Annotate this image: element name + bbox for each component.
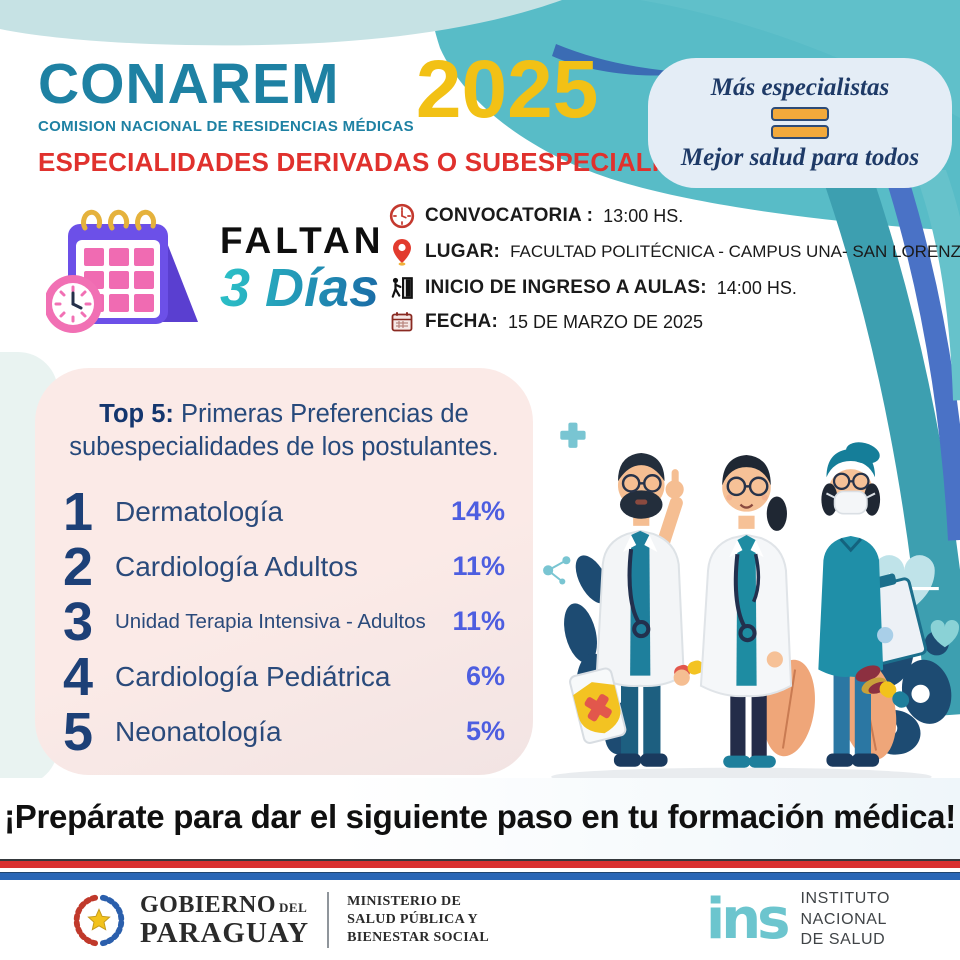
- footer: GOBIERNO DEL PARAGUAY MINISTERIO DE SALUD…: [0, 880, 960, 960]
- event-value: 13:00 HS.: [603, 205, 684, 226]
- government-logo-block: GOBIERNO DEL PARAGUAY MINISTERIO DE SALUD…: [70, 891, 489, 949]
- event-label: INICIO DE INGRESO A AULAS:: [425, 277, 707, 298]
- calendar-clock-illustration: [46, 209, 198, 333]
- institute-name: INSTITUTO NACIONAL DE SALUD: [800, 889, 890, 949]
- government-word2: PARAGUAY: [140, 916, 310, 949]
- list-item: 3 Unidad Terapia Intensiva - Adultos 11%: [63, 594, 505, 649]
- rank-number: 1: [63, 481, 94, 542]
- door-entry-icon: [388, 275, 415, 301]
- equals-sign-icon: [771, 107, 829, 139]
- top5-title-rest: Primeras Preferencias de subespecialidad…: [69, 400, 499, 462]
- event-value: FACULTAD POLITÉCNICA - CAMPUS UNA- SAN L…: [510, 242, 960, 261]
- rank-number: 5: [63, 701, 94, 762]
- government-word1: GOBIERNO: [140, 891, 277, 918]
- rank-number: 3: [63, 591, 94, 652]
- male-doctor-figure: [569, 452, 704, 767]
- institute-logo-block: ins INSTITUTO NACIONAL DE SALUD: [706, 889, 890, 951]
- cta-text: ¡Prepárate para dar el siguiente paso en…: [4, 798, 956, 835]
- ins-logo: ins: [706, 886, 790, 952]
- list-item: 2 Cardiología Adultos 11%: [63, 539, 505, 594]
- percentage-value: 5%: [465, 716, 505, 747]
- event-row: INICIO DE INGRESO A AULAS: 14:00 HS.: [388, 275, 954, 301]
- specialty-label: Neonatología: [115, 715, 282, 747]
- event-value: 14:00 HS.: [716, 277, 797, 298]
- calendar-icon: [388, 310, 415, 334]
- motto-line2: Mejor salud para todos: [680, 144, 920, 171]
- map-pin-icon: [388, 238, 415, 266]
- top5-title-bold: Top 5:: [99, 400, 174, 428]
- nurse-figure: [818, 442, 928, 767]
- event-value: 15 DE MARZO DE 2025: [507, 311, 704, 332]
- doctors-illustration: [543, 422, 960, 786]
- percentage-value: 11%: [452, 606, 505, 637]
- percentage-value: 11%: [452, 551, 505, 582]
- event-label: FECHA:: [425, 311, 498, 332]
- specialty-label: Dermatología: [115, 495, 284, 527]
- event-row: FECHA: 15 DE MARZO DE 2025: [388, 310, 954, 334]
- motto-pill: Más especialistas Mejor salud para todos: [648, 58, 952, 188]
- event-row: LUGAR: FACULTAD POLITÉCNICA - CAMPUS UNA…: [388, 238, 960, 266]
- organization-name: COMISION NACIONAL DE RESIDENCIAS MÉDICAS: [38, 118, 414, 135]
- specialty-label: Cardiología Pediátrica: [115, 660, 391, 692]
- event-row: CONVOCATORIA : 13:00 HS.: [388, 203, 954, 229]
- paraguay-coat-of-arms: [73, 894, 125, 947]
- top5-title: Top 5: Primeras Preferencias de subespec…: [63, 398, 505, 464]
- flag-stripes: [0, 859, 960, 880]
- countdown: FALTAN 3 Días: [46, 198, 384, 338]
- page-title: CONAREM: [38, 52, 340, 116]
- percentage-value: 6%: [465, 661, 505, 692]
- header: CONAREM COMISION NACIONAL DE RESIDENCIAS…: [38, 44, 752, 178]
- specialty-label: Unidad Terapia Intensiva - Adultos: [115, 609, 426, 633]
- government-del: DEL: [279, 899, 308, 915]
- edition-year: 2025: [415, 44, 599, 135]
- female-doctor-figure: [699, 454, 793, 768]
- top5-list: 1 Dermatología 14% 2 Cardiología Adultos…: [63, 484, 505, 759]
- clock-icon: [388, 203, 415, 229]
- ministry-name: MINISTERIO DE SALUD PÚBLICA Y BIENESTAR …: [347, 893, 489, 946]
- motto-line1: Más especialistas: [710, 74, 890, 101]
- top5-panel: Top 5: Primeras Preferencias de subespec…: [35, 368, 533, 775]
- event-label: CONVOCATORIA :: [425, 205, 594, 226]
- countdown-value: 3 Días: [220, 261, 384, 315]
- rank-number: 4: [63, 646, 94, 707]
- specialty-label: Cardiología Adultos: [115, 550, 358, 582]
- percentage-value: 14%: [450, 496, 505, 527]
- event-label: LUGAR:: [425, 241, 501, 262]
- cta-band: [0, 778, 960, 859]
- rank-number: 2: [63, 536, 94, 597]
- list-item: 5 Neonatología 5%: [63, 704, 505, 759]
- countdown-label: FALTAN: [220, 219, 385, 261]
- list-item: 1 Dermatología 14%: [63, 484, 505, 539]
- list-item: 4 Cardiología Pediátrica 6%: [63, 649, 505, 704]
- footer-divider: [327, 892, 330, 948]
- event-details: CONVOCATORIA : 13:00 HS. LUGAR: FACULTAD…: [388, 203, 960, 334]
- edition-subtitle: ESPECIALIDADES DERIVADAS O SUBESPECIALID…: [38, 147, 752, 177]
